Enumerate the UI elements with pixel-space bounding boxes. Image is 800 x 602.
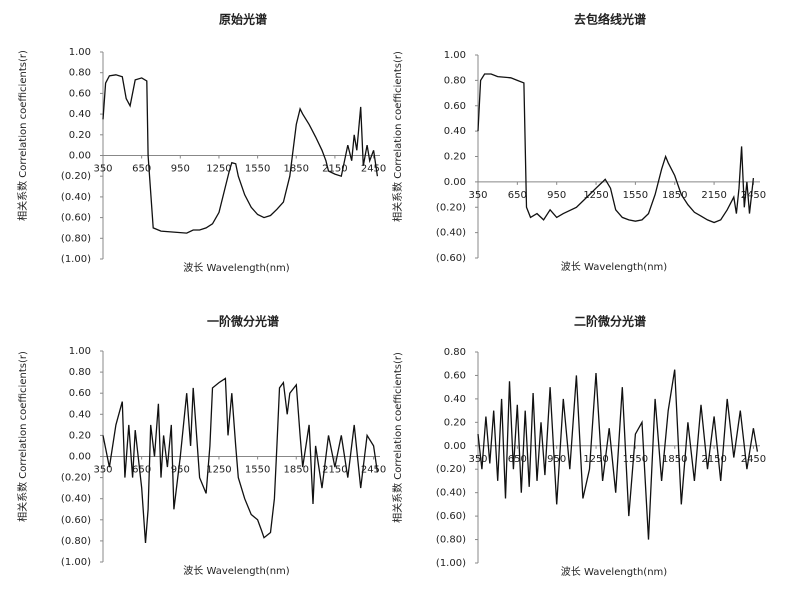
x-tick-label: 2450 [361,465,386,476]
x-tick-label: 2450 [741,454,766,465]
chart-panel: 二阶微分光谱 0.80 0.60 0.40 0.20 0.00 (0.20) (0.40) (0… [391,314,766,579]
y-tick-label: 0.00 [444,441,466,452]
x-axis-label: 波长 Wavelength(nm) [183,564,289,577]
chart-title: 一阶微分光谱 [207,314,279,329]
x-tick-label: 1250 [583,454,608,465]
x-tick-label: 2150 [701,190,726,201]
y-tick-label: (0.20) [61,473,91,484]
y-axis-label: 相关系数 Correlation coefficients(r) [391,51,404,222]
x-tick-label: 350 [93,164,112,175]
x-tick-label: 1250 [206,465,231,476]
x-tick-label: 1850 [284,465,309,476]
y-tick-label: 0.20 [444,152,466,163]
y-axis-label: 相关系数 Correlation coefficients(r) [16,351,29,522]
x-tick-label: 650 [508,190,527,201]
y-tick-label: 0.40 [444,394,466,405]
y-tick-label: 0.60 [444,370,466,381]
y-tick-label: 0.60 [444,101,466,112]
y-tick-label: 0.80 [69,68,91,79]
y-tick-label: (0.40) [61,192,91,203]
y-tick-label: (0.20) [61,171,91,182]
x-tick-label: 350 [468,190,487,201]
data-line [102,377,379,544]
y-tick-label: 0.00 [69,452,91,463]
y-tick-label: 0.20 [69,430,91,441]
y-tick-label: 0.40 [69,409,91,420]
y-tick-label: (0.60) [436,253,466,264]
y-axis-label: 相关系数 Correlation coefficients(r) [16,50,29,221]
y-tick-label: (0.60) [61,515,91,526]
x-tick-label: 1550 [623,190,648,201]
y-tick-label: 0.60 [69,88,91,99]
y-tick-label: (1.00) [61,254,91,265]
y-tick-label: (0.20) [436,202,466,213]
chart-panel: 一阶微分光谱 1.00 0.80 0.60 0.40 0.20 0.00 (0.20) (0.4… [16,314,386,578]
x-tick-label: 950 [171,465,190,476]
y-tick-label: (0.40) [436,228,466,239]
x-tick-label: 950 [547,190,566,201]
y-tick-label: 0.00 [444,177,466,188]
y-tick-label: 0.40 [69,109,91,120]
data-line [477,73,755,224]
x-tick-label: 950 [547,454,566,465]
y-tick-label: (0.40) [436,488,466,499]
x-tick-label: 1850 [662,190,687,201]
x-axis-label: 波长 Wavelength(nm) [561,565,667,578]
y-tick-label: 0.60 [69,388,91,399]
x-tick-label: 650 [132,465,151,476]
x-tick-label: 2150 [701,454,726,465]
x-tick-label: 1550 [245,465,270,476]
x-tick-label: 350 [93,465,112,476]
x-tick-label: 2450 [361,164,386,175]
y-tick-label: 0.40 [444,126,466,137]
data-line [477,369,759,540]
y-tick-label: (1.00) [436,558,466,569]
x-tick-label: 2450 [741,190,766,201]
y-tick-label: 1.00 [69,47,91,58]
data-line [102,74,379,234]
chart-title: 二阶微分光谱 [574,314,646,329]
x-tick-label: 1850 [662,454,687,465]
y-tick-label: 0.00 [69,151,91,162]
x-tick-label: 1250 [206,164,231,175]
y-tick-label: 0.80 [69,367,91,378]
y-tick-label: 0.20 [444,417,466,428]
y-tick-label: (1.00) [61,557,91,568]
x-axis-label: 波长 Wavelength(nm) [561,260,667,273]
x-tick-label: 650 [508,454,527,465]
x-tick-label: 1550 [623,454,648,465]
chart-title: 去包络线光谱 [574,12,646,27]
y-tick-label: (0.60) [436,511,466,522]
y-tick-label: (0.40) [61,494,91,505]
y-tick-label: (0.20) [436,464,466,475]
x-axis-label: 波长 Wavelength(nm) [183,261,289,274]
y-tick-label: (0.80) [436,535,466,546]
x-tick-label: 2150 [322,465,347,476]
y-tick-label: 0.80 [444,75,466,86]
y-tick-label: (0.80) [61,233,91,244]
x-tick-label: 350 [468,454,487,465]
chart-panel: 去包络线光谱 1.00 0.80 0.60 0.40 0.20 0.00 (0.20) (0.4… [391,12,766,274]
y-tick-label: (0.80) [61,536,91,547]
chart-title: 原始光谱 [219,12,267,27]
y-tick-label: (0.60) [61,213,91,224]
y-tick-label: 0.20 [69,130,91,141]
chart-panel: 原始光谱 1.00 0.80 0.60 0.40 0.20 0.00 (0.20) (0.40)… [16,12,386,275]
y-tick-label: 1.00 [444,50,466,61]
x-tick-label: 1850 [284,164,309,175]
x-tick-label: 650 [132,164,151,175]
y-axis-label: 相关系数 Correlation coefficients(r) [391,352,404,523]
x-tick-label: 1550 [245,164,270,175]
y-tick-label: 1.00 [69,346,91,357]
y-tick-label: 0.80 [444,347,466,358]
x-tick-label: 1250 [583,190,608,201]
x-tick-label: 950 [171,164,190,175]
x-tick-label: 2150 [322,164,347,175]
